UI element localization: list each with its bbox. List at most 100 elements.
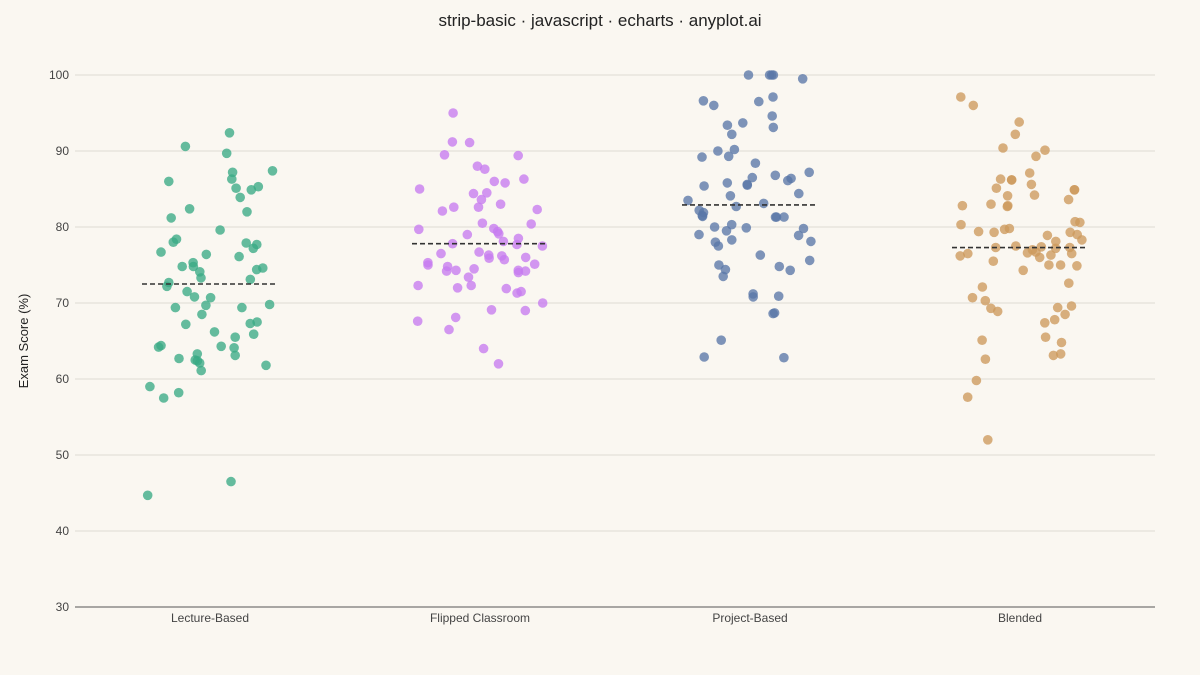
data-point	[767, 111, 777, 121]
data-point	[1063, 194, 1074, 205]
data-point	[983, 435, 993, 445]
data-point	[989, 227, 999, 238]
data-point	[758, 198, 769, 209]
data-point	[1069, 185, 1080, 195]
data-point	[1018, 265, 1028, 276]
y-tick-label: 30	[56, 600, 70, 614]
x-tick-label: Project-Based	[712, 611, 787, 625]
data-point	[464, 137, 475, 148]
data-point	[1051, 236, 1061, 247]
data-point	[221, 148, 232, 159]
data-point	[501, 283, 512, 294]
data-point	[229, 343, 239, 353]
data-point	[750, 158, 761, 168]
data-point	[779, 352, 789, 363]
data-point	[205, 292, 216, 303]
x-tick-label: Lecture-Based	[171, 611, 249, 625]
data-point	[166, 213, 176, 223]
data-point	[423, 260, 433, 270]
data-point	[181, 319, 191, 330]
data-point	[709, 222, 720, 232]
data-point	[519, 174, 529, 184]
data-point	[413, 280, 423, 291]
data-point	[493, 359, 504, 369]
data-point	[201, 249, 212, 260]
data-point	[804, 255, 815, 266]
data-point	[1072, 261, 1082, 271]
data-point	[500, 178, 510, 188]
data-point	[241, 238, 251, 248]
data-point	[683, 195, 693, 206]
data-point	[162, 281, 172, 292]
data-point	[512, 288, 522, 298]
data-point	[770, 212, 781, 222]
data-point	[532, 204, 542, 215]
data-point	[1040, 145, 1050, 155]
data-point	[184, 204, 195, 214]
data-point	[1034, 252, 1045, 263]
data-point	[1077, 235, 1087, 245]
data-point	[731, 201, 741, 212]
data-point	[955, 251, 965, 261]
y-tick-label: 90	[56, 144, 70, 158]
data-point	[699, 352, 709, 362]
data-point	[226, 476, 236, 487]
y-tick-label: 100	[49, 68, 69, 82]
data-point	[968, 100, 979, 111]
data-point	[1055, 260, 1066, 270]
data-point	[448, 108, 458, 118]
data-point	[248, 329, 259, 340]
data-point	[164, 176, 174, 187]
data-point	[991, 183, 1002, 193]
data-point	[529, 259, 540, 270]
data-point	[182, 286, 192, 297]
data-point	[463, 272, 474, 283]
y-tick-label: 40	[56, 524, 70, 538]
data-point	[237, 302, 247, 313]
data-point	[449, 202, 459, 212]
data-point	[478, 343, 489, 354]
data-point	[977, 282, 988, 292]
data-point	[1022, 248, 1033, 258]
data-point	[235, 192, 245, 203]
data-point	[197, 309, 207, 320]
data-point	[437, 206, 448, 216]
data-point	[977, 335, 987, 346]
data-point	[713, 241, 724, 251]
data-point	[747, 172, 758, 183]
data-point	[1064, 278, 1074, 289]
data-point	[1029, 190, 1040, 200]
data-point	[962, 392, 973, 403]
data-point	[230, 350, 240, 361]
data-point	[234, 251, 244, 262]
data-point	[774, 261, 785, 272]
data-point	[436, 248, 446, 259]
data-point	[992, 306, 1003, 317]
data-point	[156, 247, 166, 257]
data-point	[447, 137, 458, 147]
data-point	[806, 236, 816, 247]
data-point	[537, 298, 548, 308]
data-point	[201, 300, 211, 311]
data-point	[1044, 260, 1054, 270]
data-point	[520, 305, 531, 316]
data-point	[804, 167, 814, 178]
data-point	[697, 152, 707, 162]
data-point	[462, 229, 473, 240]
data-point	[980, 295, 991, 306]
data-point	[251, 264, 262, 275]
chart-title: strip-basic · javascript · echarts · any…	[438, 11, 762, 30]
data-point	[738, 118, 748, 128]
data-point	[998, 143, 1008, 153]
data-point	[452, 283, 463, 293]
data-point	[727, 129, 737, 140]
data-point	[773, 291, 784, 302]
data-point	[412, 316, 423, 327]
data-point	[230, 332, 240, 343]
data-point	[1050, 243, 1061, 254]
x-tick-label: Flipped Classroom	[430, 611, 530, 625]
y-tick-label: 80	[56, 220, 70, 234]
data-point	[794, 188, 804, 199]
data-point	[1031, 151, 1041, 162]
data-point	[245, 318, 255, 329]
